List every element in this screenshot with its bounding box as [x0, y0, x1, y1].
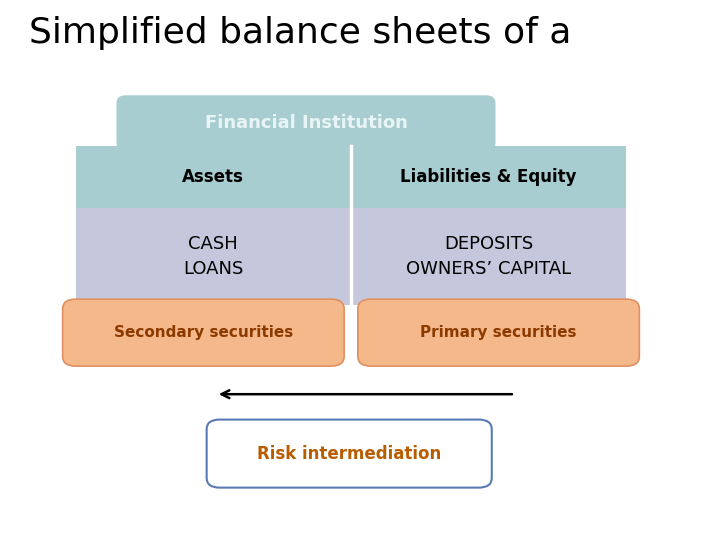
Text: Secondary securities: Secondary securities — [114, 325, 293, 340]
Text: DEPOSITS
OWNERS’ CAPITAL: DEPOSITS OWNERS’ CAPITAL — [406, 235, 571, 278]
Text: Assets: Assets — [182, 168, 244, 186]
Bar — [76, 208, 626, 305]
Bar — [76, 146, 626, 208]
Text: Risk intermediation: Risk intermediation — [257, 444, 441, 463]
Text: CASH
LOANS: CASH LOANS — [183, 235, 243, 278]
FancyBboxPatch shape — [207, 420, 492, 488]
Text: Liabilities & Equity: Liabilities & Equity — [400, 168, 577, 186]
FancyBboxPatch shape — [117, 96, 495, 150]
FancyBboxPatch shape — [358, 299, 639, 366]
Text: Financial Institution: Financial Institution — [204, 114, 408, 132]
FancyBboxPatch shape — [63, 299, 344, 366]
Text: Primary securities: Primary securities — [420, 325, 577, 340]
Text: Simplified balance sheets of a: Simplified balance sheets of a — [29, 16, 571, 50]
